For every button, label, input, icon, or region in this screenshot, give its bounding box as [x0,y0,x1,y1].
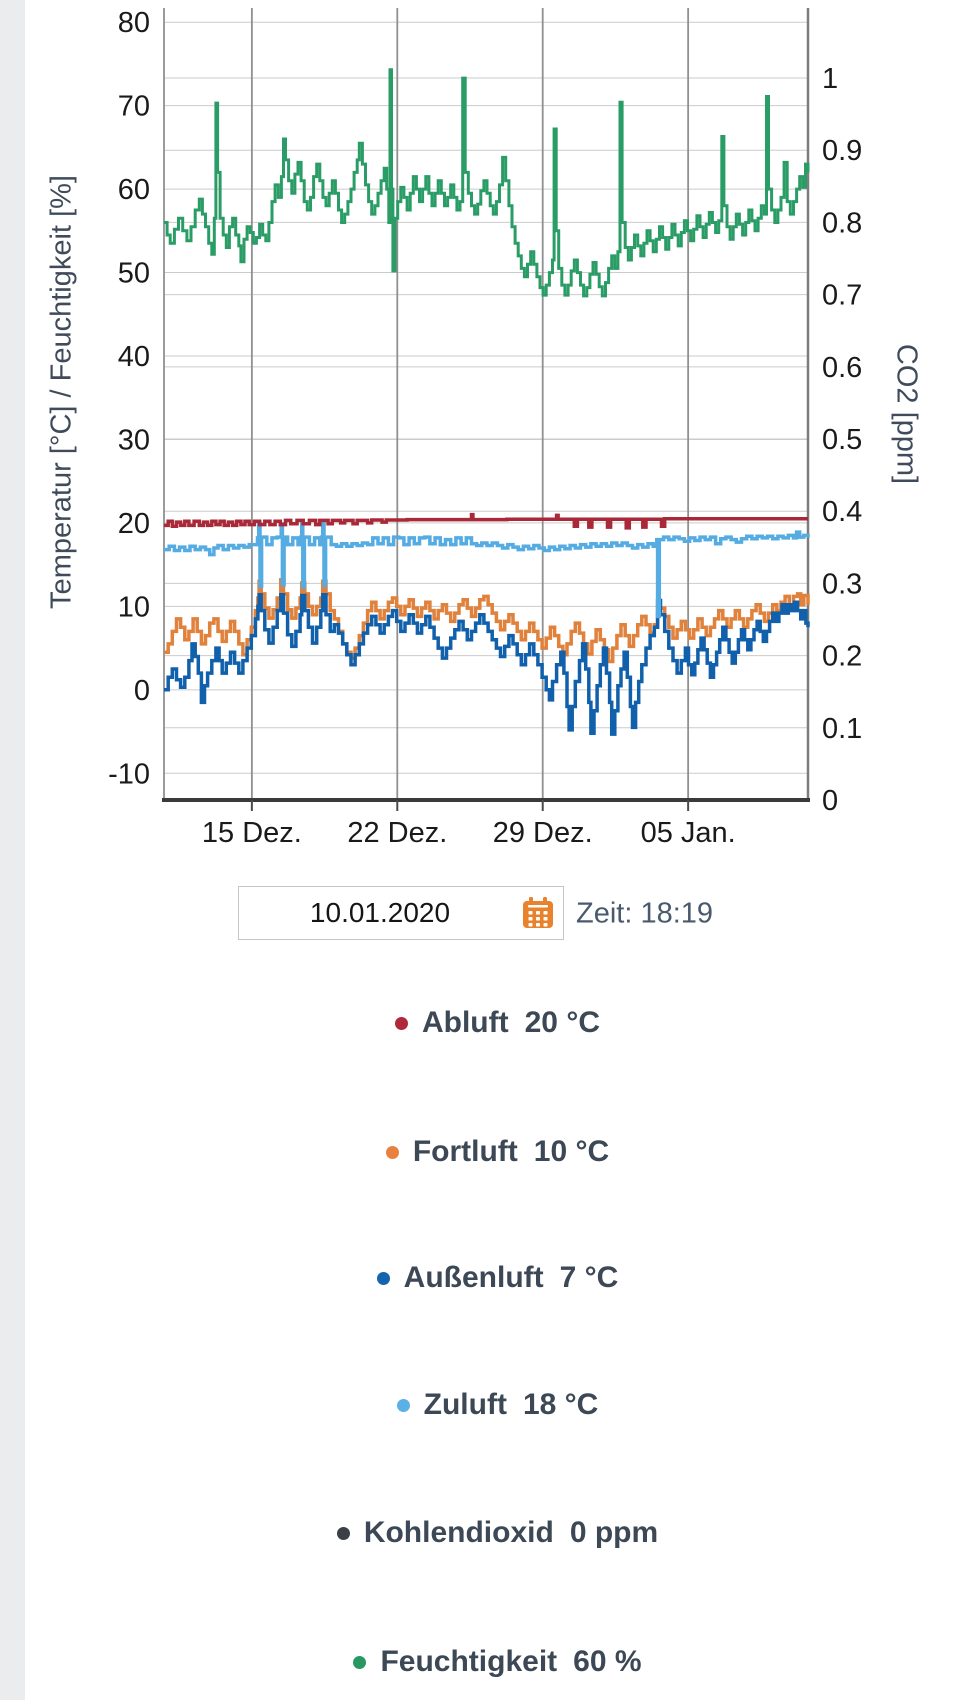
svg-text:60: 60 [118,174,150,206]
legend-item-feuchtigkeit[interactable]: Feuchtigkeit 60 % [25,1642,970,1682]
svg-text:10: 10 [118,591,150,623]
climate-chart: 15 Dez. 22 Dez. 29 Dez. 05 Jan. -10 0 10 20 30 40… [45,7,923,849]
time-label: Zeit: 18:19 [576,897,714,930]
zuluft-dot [396,1398,410,1412]
date-bar: 10.01.2020 [0,886,970,942]
calendar-icon[interactable] [521,896,555,930]
svg-text:0.8: 0.8 [822,207,862,239]
legend-value: 60 % [573,1645,642,1678]
legend-label: Außenluft [403,1261,544,1294]
svg-text:80: 80 [118,7,150,39]
svg-text:0: 0 [822,785,838,817]
legend-label: Abluft [421,1006,509,1039]
legend-label: Fortluft [412,1135,518,1168]
abluft-dot [394,1016,408,1030]
svg-text:0.7: 0.7 [822,280,862,312]
legend-value: 0 ppm [569,1516,659,1549]
legend-value: 10 °C [533,1135,610,1168]
svg-text:-10: -10 [108,758,150,790]
series-feuchtigkeit [164,68,810,298]
svg-text:20: 20 [118,508,150,540]
series-abluft [164,512,808,530]
kohlendioxid-dot [336,1526,350,1540]
legend-value: 18 °C [522,1388,599,1421]
legend-label: Zuluft [423,1388,507,1421]
svg-text:05 Jan.: 05 Jan. [641,817,736,849]
svg-text:1: 1 [822,63,838,95]
svg-text:70: 70 [118,91,150,123]
svg-text:22 Dez.: 22 Dez. [347,817,447,849]
legend-value: 20 °C [524,1006,600,1039]
legend-item-aussenluft[interactable]: Außenluft 7 °C [25,1258,970,1298]
svg-text:0.3: 0.3 [822,568,862,600]
fortluft-dot [385,1145,399,1159]
feuchtigkeit-dot [353,1655,367,1669]
svg-text:29 Dez.: 29 Dez. [493,817,593,849]
svg-text:0.6: 0.6 [822,352,862,384]
date-input[interactable]: 10.01.2020 [238,886,564,940]
legend-item-zuluft[interactable]: Zuluft 18 °C [25,1385,970,1425]
svg-text:0.5: 0.5 [822,424,862,456]
page-left-gutter [0,0,25,1700]
svg-text:0: 0 [134,675,150,707]
svg-text:30: 30 [118,424,150,456]
date-value[interactable]: 10.01.2020 [309,897,451,928]
legend-item-fortluft[interactable]: Fortluft 10 °C [25,1132,970,1172]
chart-canvas: 15 Dez. 22 Dez. 29 Dez. 05 Jan.-10010203040… [108,7,862,849]
legend-item-abluft[interactable]: Abluft 20 °C [25,1003,970,1043]
svg-text:0.4: 0.4 [822,496,862,528]
y-axis-left-title: Temperatur [°C] / Feuchtigkeit [%] [45,175,78,609]
series-zuluft [164,521,810,619]
svg-text:0.1: 0.1 [822,713,862,745]
svg-text:40: 40 [118,341,150,373]
svg-text:15 Dez.: 15 Dez. [202,817,302,849]
svg-text:0.2: 0.2 [822,641,862,673]
legend-value: 7 °C [559,1261,619,1294]
legend-label: Kohlendioxid [363,1516,554,1549]
legend-item-kohlendioxid[interactable]: Kohlendioxid 0 ppm [25,1513,970,1553]
series-fortluft [164,577,810,664]
y-axis-right-title: CO2 [ppm] [890,343,923,485]
aussenluft-dot [376,1271,390,1285]
series-außenluft [164,592,810,736]
svg-text:0.9: 0.9 [822,135,862,167]
svg-text:50: 50 [118,258,150,290]
legend-label: Feuchtigkeit [380,1645,558,1678]
